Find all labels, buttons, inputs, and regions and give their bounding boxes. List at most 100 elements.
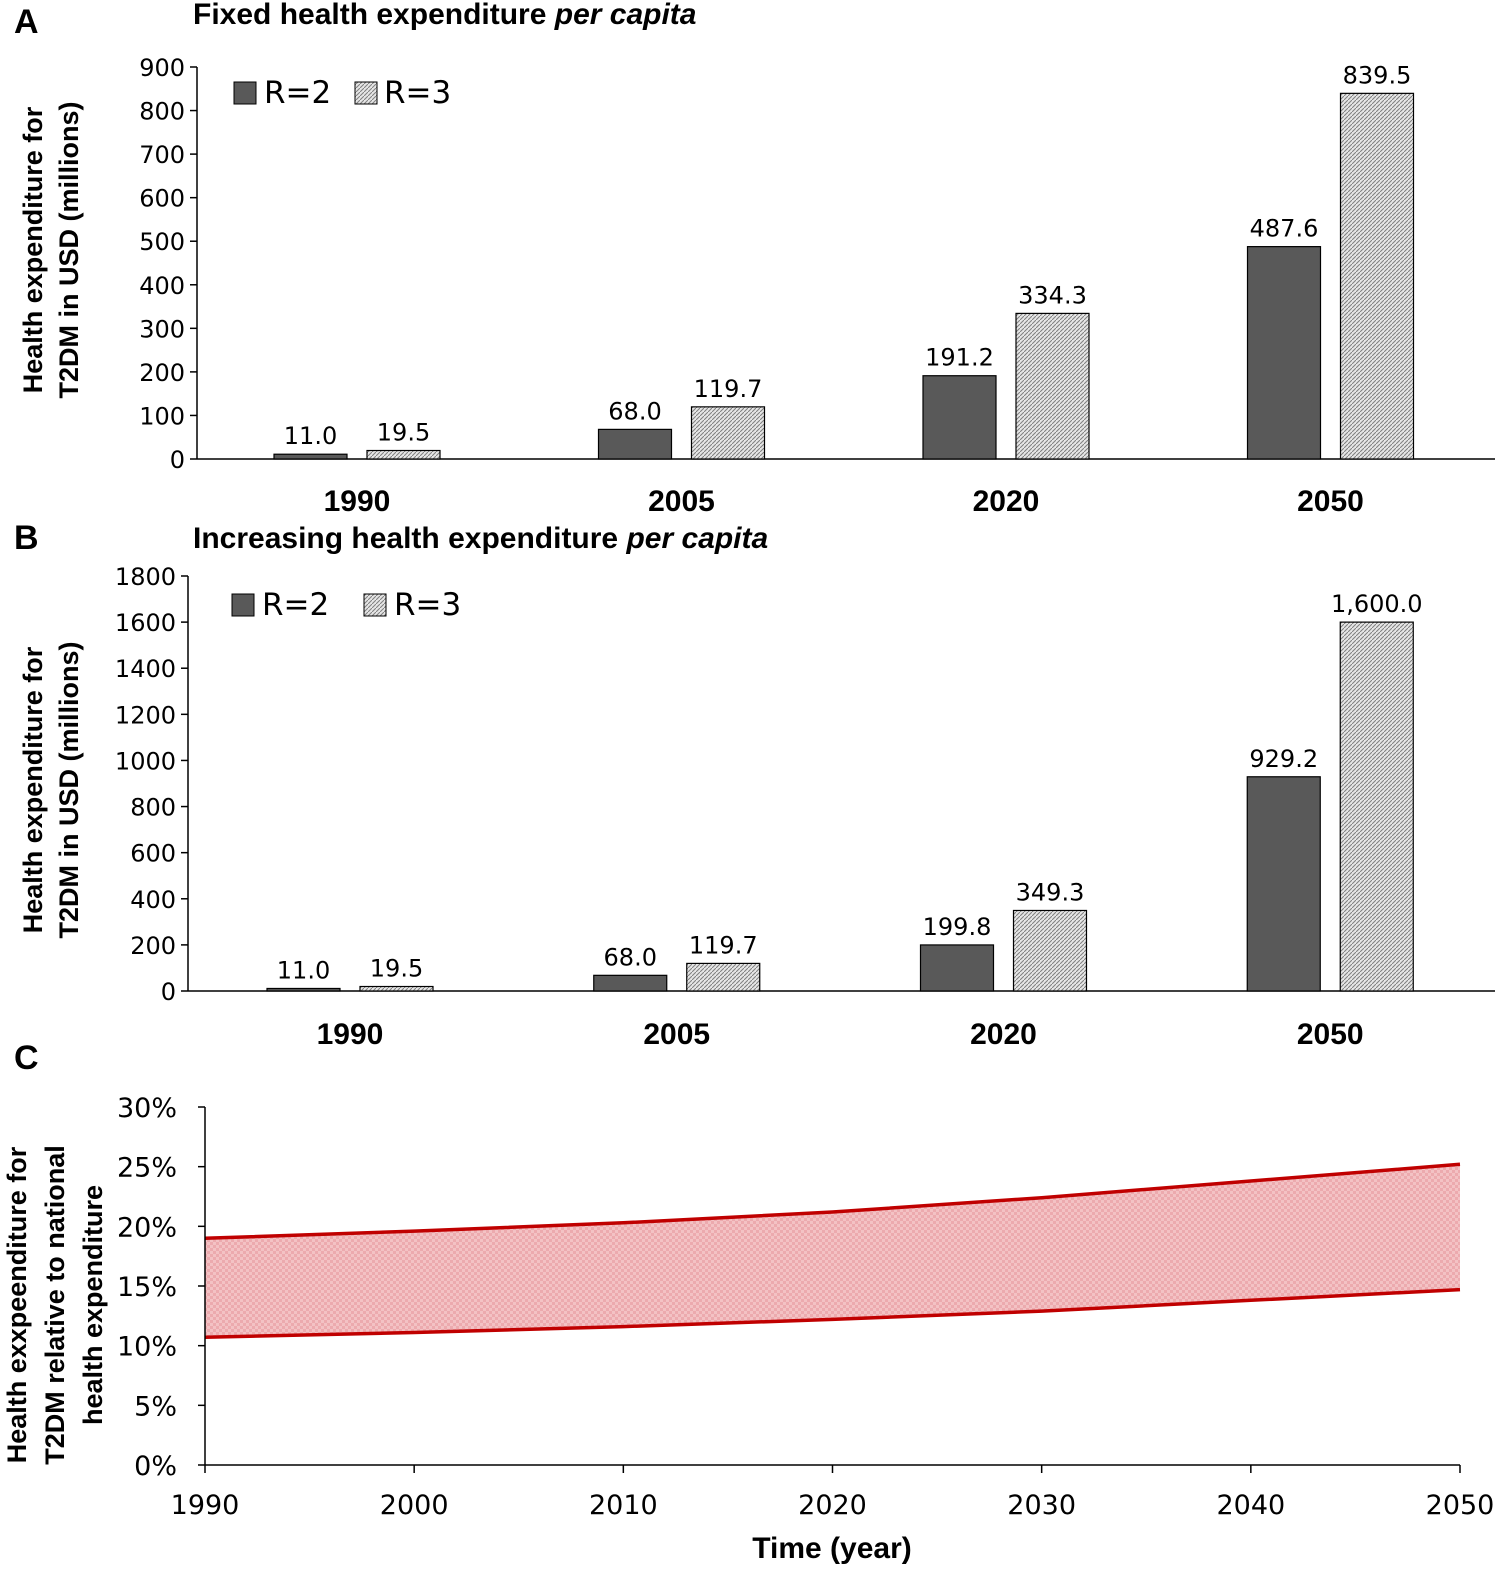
panel-c-ylabel-line2: T2DM relative to national [40, 1145, 70, 1465]
panel-b-data-label-r2-1990: 11.0 [277, 956, 330, 984]
panel-a-y-axis-title: Health expenditure for T2DM in USD (mill… [18, 102, 84, 399]
panel-b-category-label-1990: 1990 [317, 1018, 384, 1051]
panel-b-category-label-2005: 2005 [643, 1018, 710, 1051]
panel-a-bar-r2-1990 [273, 453, 348, 460]
panel-a-bar-r3-2050 [1339, 92, 1415, 460]
panel-c-y-tick-label: 0% [134, 1451, 177, 1482]
panel-b-y-axis-title: Health expenditure for T2DM in USD (mill… [18, 642, 84, 939]
panel-b-y-tick-label: 0 [161, 978, 176, 1006]
panel-c-x-tick-label: 2010 [589, 1490, 658, 1521]
panel-c-x-tick-label: 2030 [1007, 1490, 1076, 1521]
panel-a-chart: A Fixed health expenditure per capita He… [14, 0, 1495, 518]
panel-a-y-tick-label: 100 [139, 402, 185, 430]
panel-b-category-label-2050: 2050 [1297, 1018, 1364, 1051]
panel-a-bar-r2-2005 [597, 428, 673, 460]
panel-c-range-band [205, 1164, 1460, 1338]
panel-a-category-label-1990: 1990 [324, 485, 391, 518]
panel-b-data-label-r2-2050: 929.2 [1249, 745, 1318, 773]
panel-a-bar-r3-2020 [1015, 312, 1090, 460]
panel-a-y-tick-label: 700 [139, 141, 185, 169]
panel-b-bar-r2-2005 [593, 974, 668, 992]
panel-c-y-tick-label: 25% [117, 1153, 177, 1184]
panel-a-ylabel-line2: T2DM in USD (millions) [54, 102, 84, 399]
panel-c-lower-line [204, 1287, 1461, 1340]
panel-a-legend-label-r3: R=3 [384, 75, 451, 111]
panel-a-legend-label-r2: R=2 [264, 75, 331, 111]
panel-a-bar-r3-2005 [690, 406, 766, 460]
panel-b-bar-r2-1990 [266, 987, 341, 992]
panel-a-letter: A [14, 3, 39, 41]
panel-b-bar-r3-2020 [1012, 909, 1088, 992]
panel-a-legend-swatch-r2 [233, 81, 257, 105]
panel-c-chart: C Health exxpeenditure for T2DM relative… [2, 1039, 1494, 1565]
panel-c-y-tick-label: 20% [117, 1212, 177, 1243]
panel-c-ylabel-line1: Health exxpeenditure for [2, 1146, 32, 1463]
panel-a-ylabel-line1: Health expenditure for [18, 106, 48, 393]
panel-a-data-label-r2-2020: 191.2 [925, 344, 994, 372]
panel-b-y-tick-label: 600 [130, 840, 176, 868]
panel-a-y-tick-label: 0 [170, 446, 185, 474]
panel-a-category-label-2050: 2050 [1297, 485, 1364, 518]
panel-a-bar-r2-2020 [922, 375, 997, 460]
panel-b-y-tick-label: 1800 [115, 563, 176, 591]
panel-a-title: Fixed health expenditure per capita [193, 0, 696, 31]
panel-a-data-label-r3-2020: 334.3 [1018, 281, 1087, 309]
panel-b-chart: B Increasing health expenditure per capi… [14, 519, 1495, 1051]
panel-b-y-tick-label: 1200 [115, 701, 176, 729]
panel-b-letter: B [14, 519, 39, 557]
panel-a-category-label-2005: 2005 [648, 485, 715, 518]
panel-a-bar-r2-2050 [1246, 246, 1322, 460]
panel-b-data-label-r3-2020: 349.3 [1016, 878, 1085, 906]
panel-c-x-axis-title: Time (year) [752, 1532, 912, 1565]
panel-c-x-tick-label: 2000 [380, 1490, 449, 1521]
panel-b-y-tick-label: 400 [130, 886, 176, 914]
panel-b-data-label-r2-2005: 68.0 [604, 943, 657, 971]
panel-c-upper-line [204, 1162, 1461, 1241]
panel-c-ylabel-line3: health expenditure [78, 1185, 108, 1425]
panel-b-y-tick-label: 800 [130, 794, 176, 822]
panel-b-data-label-r3-1990: 19.5 [370, 955, 423, 983]
panel-b-data-label-r3-2005: 119.7 [689, 931, 758, 959]
panel-a-category-label-2020: 2020 [973, 485, 1040, 518]
panel-a-y-tick-label: 800 [139, 98, 185, 126]
panel-c-y-tick-label: 5% [134, 1391, 177, 1422]
panel-b-bar-r3-1990 [359, 985, 434, 992]
panel-c-y-tick-label: 15% [117, 1272, 177, 1303]
panel-a-y-tick-label: 500 [139, 228, 185, 256]
panel-c-y-axis-title: Health exxpeenditure for T2DM relative t… [2, 1145, 108, 1465]
panel-a-data-label-r2-1990: 11.0 [284, 422, 337, 450]
panel-b-bar-r2-2050 [1246, 776, 1321, 992]
panel-b-data-label-r3-2050: 1,600.0 [1331, 590, 1423, 618]
panel-b-legend-swatch-r2 [231, 593, 255, 617]
panel-a-y-tick-label: 900 [139, 54, 185, 82]
panel-a-data-label-r3-2005: 119.7 [694, 375, 763, 403]
panel-c-letter: C [14, 1039, 39, 1077]
panel-c-x-tick-label: 2040 [1216, 1490, 1285, 1521]
panel-c-y-tick-label: 30% [117, 1093, 177, 1124]
panel-b-y-tick-label: 200 [130, 932, 176, 960]
panel-b-legend-label-r2: R=2 [262, 587, 329, 623]
panel-b-ylabel-line2: T2DM in USD (millions) [54, 642, 84, 939]
panel-c-x-tick-label: 2020 [798, 1490, 867, 1521]
panel-c-x-tick-label: 2050 [1426, 1490, 1495, 1521]
panel-a-y-tick-label: 600 [139, 185, 185, 213]
panel-b-y-tick-label: 1600 [115, 609, 176, 637]
panel-b-legend-label-r3: R=3 [394, 587, 461, 623]
panel-b-title: Increasing health expenditure per capita [193, 522, 768, 555]
panel-c-x-tick-label: 1990 [171, 1490, 240, 1521]
panel-a-data-label-r2-2050: 487.6 [1250, 215, 1319, 243]
panel-a-bar-r3-1990 [366, 449, 441, 460]
panel-b-y-tick-label: 1000 [115, 747, 176, 775]
panel-b-legend-swatch-r3 [363, 593, 387, 617]
panel-a-y-tick-label: 300 [139, 315, 185, 343]
panel-b-bar-r2-2020 [919, 944, 995, 992]
panel-a-data-label-r3-2050: 839.5 [1343, 61, 1412, 89]
panel-c-y-tick-label: 10% [117, 1332, 177, 1363]
panel-a-y-tick-label: 200 [139, 359, 185, 387]
panel-a-data-label-r2-2005: 68.0 [608, 397, 661, 425]
panel-a-data-label-r3-1990: 19.5 [377, 419, 430, 447]
panel-a-y-tick-label: 400 [139, 272, 185, 300]
panel-b-ylabel-line1: Health expenditure for [18, 646, 48, 933]
panel-b-bar-r3-2050 [1339, 621, 1414, 992]
